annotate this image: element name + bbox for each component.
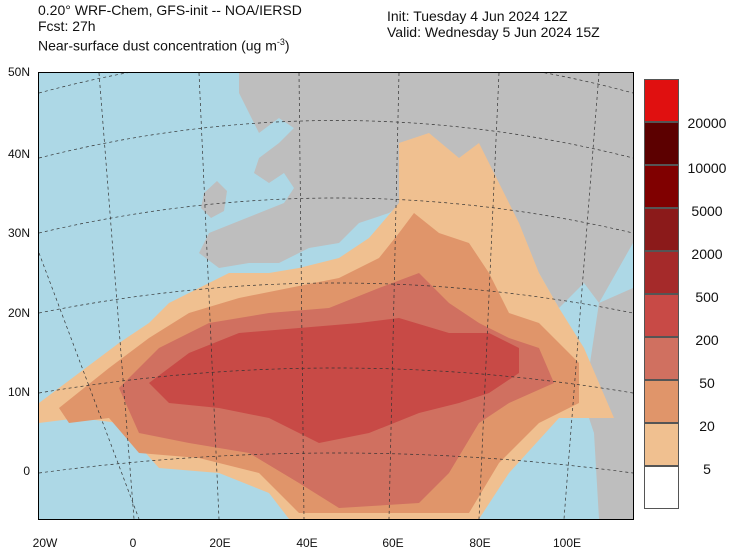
forecast-hour: Fcst: 27h xyxy=(38,18,96,34)
lon-label-20w: 20W xyxy=(32,536,58,550)
legend-label-50: 50 xyxy=(699,375,715,391)
legend-box-10 xyxy=(644,466,679,509)
lon-label-20e: 20E xyxy=(209,536,231,550)
legend-label-20000: 20000 xyxy=(687,115,727,131)
map-header-left: 0.20° WRF-Chem, GFS-init -- NOA/IERSD Fc… xyxy=(38,2,302,54)
map-header-right: Init: Tuesday 4 Jun 2024 12Z Valid: Wedn… xyxy=(387,8,600,40)
legend-box-9 xyxy=(644,423,679,466)
legend-label-2000: 2000 xyxy=(691,246,723,262)
model-title: 0.20° WRF-Chem, GFS-init -- NOA/IERSD xyxy=(38,2,302,18)
lon-label-40e: 40E xyxy=(296,536,318,550)
legend-label-5: 5 xyxy=(703,461,711,477)
lat-label-40n: 40N xyxy=(7,147,30,161)
land-uk xyxy=(201,181,227,218)
legend-box-1 xyxy=(644,79,679,122)
field-title: Near-surface dust concentration (ug m-3) xyxy=(38,37,290,54)
legend-label-5000: 5000 xyxy=(691,203,723,219)
valid-time: Valid: Wednesday 5 Jun 2024 15Z xyxy=(387,24,600,40)
legend-label-20: 20 xyxy=(699,418,715,434)
dust-map-canvas xyxy=(39,73,633,519)
graticule xyxy=(39,73,633,519)
lon-label-0: 0 xyxy=(129,536,137,550)
legend-label-200: 200 xyxy=(695,332,719,348)
lat-label-30n: 30N xyxy=(7,226,30,240)
legend-box-5 xyxy=(644,251,679,294)
legend-box-2 xyxy=(644,122,679,165)
lat-label-0: 0 xyxy=(23,464,30,478)
dust-area-200 xyxy=(149,318,519,443)
lon-label-60e: 60E xyxy=(382,536,404,550)
legend-box-4 xyxy=(644,208,679,251)
lat-label-10n: 10N xyxy=(7,385,30,399)
legend-box-7 xyxy=(644,337,679,380)
lat-label-50n: 50N xyxy=(7,65,30,79)
legend-box-3 xyxy=(644,165,679,208)
lon-label-80e: 80E xyxy=(469,536,491,550)
lat-label-20n: 20N xyxy=(7,306,30,320)
legend-label-10000: 10000 xyxy=(687,160,727,176)
land-southeast-asia xyxy=(584,288,633,519)
legend-label-500: 500 xyxy=(695,289,719,305)
init-time: Init: Tuesday 4 Jun 2024 12Z xyxy=(387,8,568,24)
legend-box-6 xyxy=(644,294,679,337)
land-scandinavia xyxy=(279,93,359,168)
legend-box-8 xyxy=(644,380,679,423)
dust-map xyxy=(38,72,634,520)
lon-label-100e: 100E xyxy=(552,536,582,550)
